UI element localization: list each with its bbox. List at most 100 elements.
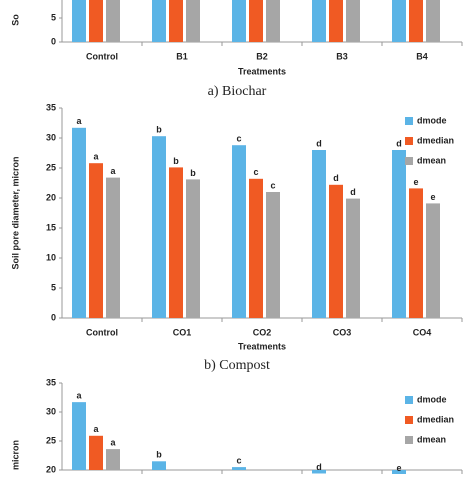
legend-label: dmedian [417, 414, 454, 424]
y-tick-label: 25 [46, 162, 56, 172]
x-tick-label: B3 [336, 51, 348, 61]
x-tick-label: Control [86, 327, 118, 337]
significance-letter: d [316, 138, 322, 148]
significance-letter: d [316, 462, 322, 472]
y-axis-label: micron [10, 440, 20, 470]
bar [152, 461, 166, 470]
y-tick-label: 5 [51, 282, 56, 292]
bar [426, 0, 440, 42]
y-tick-label: 15 [46, 222, 56, 232]
y-axis-label: So [10, 14, 20, 26]
legend-swatch [405, 117, 413, 125]
x-tick-label: CO2 [253, 327, 272, 337]
bar [232, 0, 246, 42]
bar [186, 179, 200, 318]
bar [89, 435, 103, 470]
legend-label: dmean [417, 434, 446, 444]
bar [186, 0, 200, 42]
bar [89, 163, 103, 318]
bar [312, 0, 326, 42]
x-tick-label: CO4 [413, 327, 432, 337]
significance-letter: c [236, 134, 241, 144]
bar [329, 184, 343, 318]
y-tick-label: 0 [51, 36, 56, 46]
bar [232, 467, 246, 470]
bar [72, 127, 86, 318]
bar [169, 167, 183, 318]
significance-letter: a [76, 116, 82, 126]
bar [346, 198, 360, 318]
significance-letter: e [430, 192, 435, 202]
significance-letter: d [350, 187, 356, 197]
legend-label: dmean [417, 155, 446, 165]
legend-label: dmedian [417, 135, 454, 145]
y-axis-label: Soil pore diameter, micron [10, 156, 20, 269]
legend-swatch [405, 416, 413, 424]
bar [106, 177, 120, 318]
significance-letter: a [93, 424, 99, 434]
legend-swatch [405, 137, 413, 145]
y-tick-label: 5 [51, 12, 56, 22]
x-tick-label: B1 [176, 51, 188, 61]
legend-swatch [405, 436, 413, 444]
x-axis-label: Treatments [238, 66, 286, 76]
y-tick-label: 25 [46, 435, 56, 445]
significance-letter: e [396, 463, 401, 473]
bar [72, 0, 86, 42]
y-tick-label: 0 [51, 312, 56, 322]
bar [152, 136, 166, 318]
bar [266, 192, 280, 318]
y-tick-label: 20 [46, 464, 56, 474]
significance-letter: b [156, 450, 162, 460]
bar [266, 0, 280, 43]
legend-swatch [405, 396, 413, 404]
y-tick-label: 30 [46, 132, 56, 142]
significance-letter: b [173, 156, 179, 166]
x-tick-label: Control [86, 51, 118, 61]
bar [249, 0, 263, 42]
significance-letter: c [270, 180, 275, 190]
bar [106, 449, 120, 470]
significance-letter: c [253, 167, 258, 177]
bar [392, 0, 406, 43]
significance-letter: a [93, 152, 99, 162]
bar [426, 203, 440, 318]
significance-letter: b [190, 168, 196, 178]
bar [312, 150, 326, 318]
bar [232, 145, 246, 318]
caption: b) Compost [204, 358, 270, 373]
significance-letter: d [396, 138, 402, 148]
significance-letter: d [333, 173, 339, 183]
bar [346, 0, 360, 43]
significance-letter: e [413, 177, 418, 187]
bar [409, 188, 423, 318]
bar [392, 150, 406, 318]
bar [409, 0, 423, 42]
bar [106, 0, 120, 42]
x-tick-label: CO3 [333, 327, 352, 337]
bar [152, 0, 166, 42]
y-tick-label: 30 [46, 406, 56, 416]
bar [89, 0, 103, 42]
y-tick-label: 35 [46, 102, 56, 112]
bar [249, 178, 263, 318]
x-axis-label: Treatments [238, 341, 286, 351]
significance-letter: a [110, 437, 116, 447]
legend-label: dmode [417, 115, 447, 125]
bar [329, 0, 343, 42]
x-tick-label: CO1 [173, 327, 192, 337]
legend-label: dmode [417, 394, 447, 404]
y-tick-label: 10 [46, 252, 56, 262]
bar [312, 470, 326, 474]
bar [392, 470, 406, 475]
bar [72, 402, 86, 470]
legend-swatch [405, 157, 413, 165]
significance-letter: b [156, 125, 162, 135]
y-tick-label: 20 [46, 192, 56, 202]
significance-letter: a [110, 166, 116, 176]
x-tick-label: B4 [416, 51, 428, 61]
significance-letter: a [76, 391, 82, 401]
significance-letter: c [236, 455, 241, 465]
x-tick-label: B2 [256, 51, 268, 61]
